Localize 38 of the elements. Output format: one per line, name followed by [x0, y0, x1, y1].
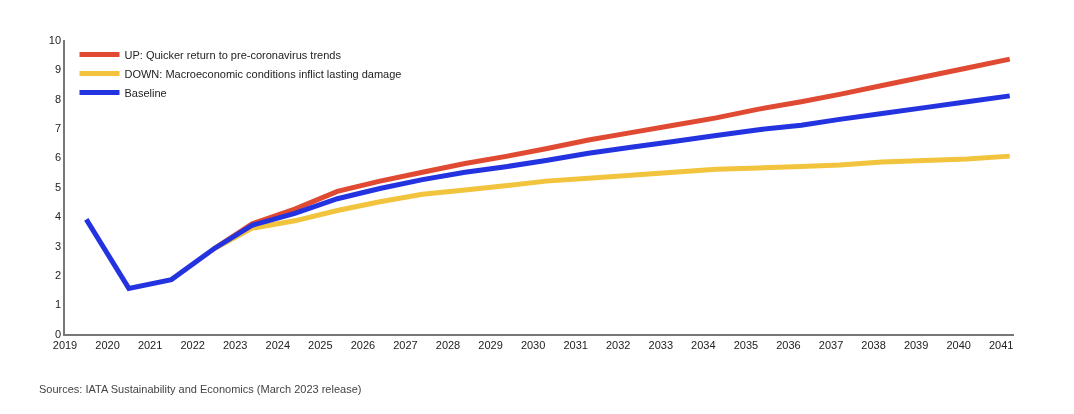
x-tick-label: 2040: [946, 338, 971, 351]
y-tick-label: 5: [54, 180, 62, 193]
y-tick-label: 8: [54, 92, 62, 105]
legend-label: DOWN: Macroeconomic conditions inflict lasting damage: [124, 67, 402, 80]
x-tick-label: 2036: [776, 338, 801, 351]
x-tick-label: 2025: [308, 338, 333, 351]
x-tick-label: 2034: [691, 338, 716, 351]
x-tick-label: 2029: [478, 338, 503, 351]
y-tick-label: 4: [54, 210, 62, 223]
x-tick-label: 2027: [393, 338, 418, 351]
source-note: Sources: IATA Sustainability and Economics (March 2023 release): [39, 383, 362, 395]
x-tick-label: 2020: [95, 338, 120, 351]
y-tick-label: 10: [48, 33, 62, 46]
legend-label: UP: Quicker return to pre-coronavirus trends: [124, 48, 342, 61]
y-tick-label: 2: [54, 269, 62, 282]
y-tick-label: 9: [54, 63, 62, 76]
legend-label: Baseline: [124, 86, 167, 99]
x-tick-label: 2041: [988, 338, 1014, 351]
x-tick-label: 2030: [520, 338, 546, 351]
y-tick-label: 3: [54, 239, 62, 252]
x-tick-label: 2026: [350, 338, 376, 351]
x-tick-label: 2024: [265, 338, 291, 351]
x-tick-label: 2019: [52, 338, 78, 351]
y-tick-label: 1: [54, 298, 62, 311]
x-tick-label: 2031: [563, 338, 588, 351]
x-tick-label: 2037: [818, 338, 844, 351]
x-tick-label: 2023: [222, 338, 248, 351]
x-tick-label: 2038: [861, 338, 886, 351]
x-tick-label: 2039: [903, 338, 929, 351]
x-tick-label: 2032: [605, 338, 631, 351]
y-tick-label: 6: [54, 151, 62, 164]
y-tick-label: 7: [54, 122, 62, 135]
y-tick-label: 0: [54, 327, 62, 340]
x-tick-label: 2035: [733, 338, 759, 351]
x-tick-label: 2021: [137, 338, 163, 351]
x-tick-label: 2022: [180, 338, 205, 351]
x-tick-label: 2028: [435, 338, 461, 351]
x-tick-label: 2033: [648, 338, 674, 351]
